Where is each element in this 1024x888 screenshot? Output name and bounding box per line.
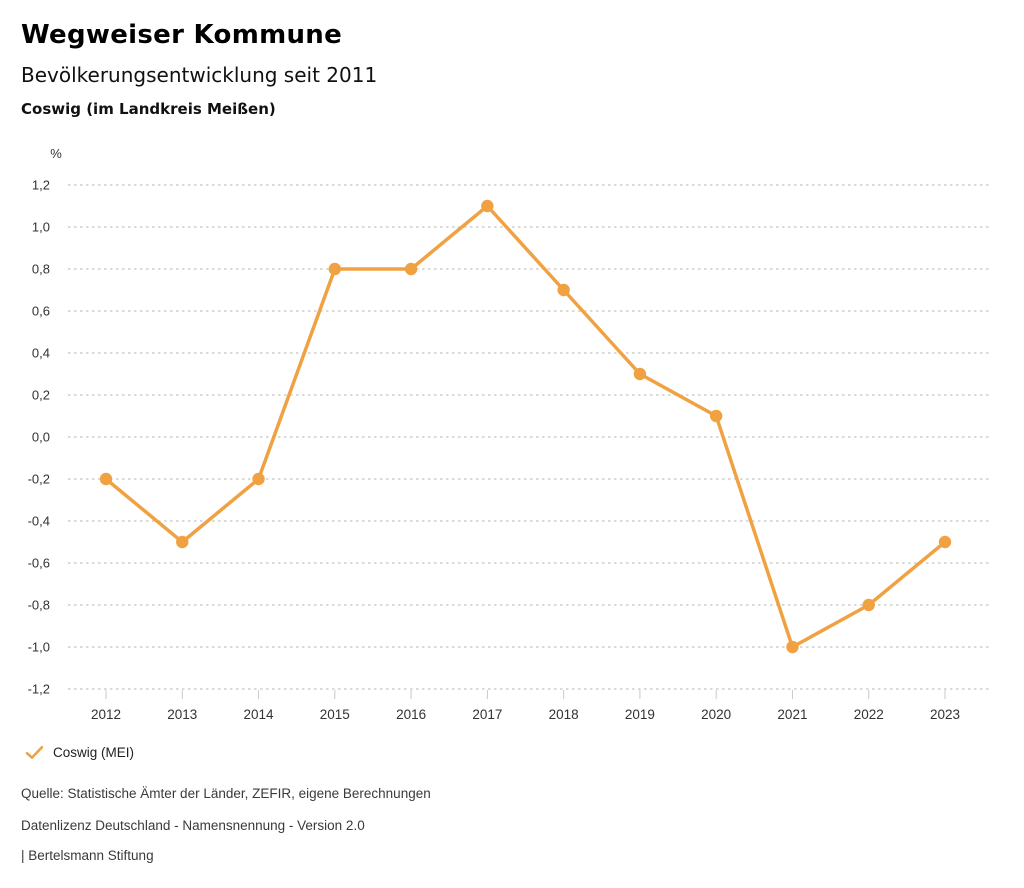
y-tick-label: 0,0 bbox=[32, 430, 50, 445]
license-text: Datenlizenz Deutschland - Namensnennung … bbox=[21, 818, 365, 833]
y-tick-label: 0,4 bbox=[32, 346, 50, 361]
y-tick-label: -0,2 bbox=[28, 472, 50, 487]
x-tick-label: 2012 bbox=[91, 707, 121, 722]
source-text: Quelle: Statistische Ämter der Länder, Z… bbox=[21, 786, 431, 801]
x-tick-label: 2013 bbox=[167, 707, 197, 722]
legend-item-coswig[interactable]: Coswig (MEI) bbox=[25, 745, 134, 760]
y-tick-label: -0,4 bbox=[28, 514, 50, 529]
data-point[interactable] bbox=[252, 472, 265, 486]
chart-header: Wegweiser Kommune Bevölkerungsentwicklun… bbox=[21, 20, 378, 118]
x-tick-label: 2014 bbox=[244, 707, 275, 722]
line-chart: % 1,2 1,0 0,8 0,6 0,4 0,2 0,0 -0,2 -0,4 -0,6 -0,8 -1… bbox=[28, 146, 990, 722]
chart-subtitle: Bevölkerungsentwicklung seit 2011 bbox=[21, 62, 378, 87]
y-axis-unit-label: % bbox=[50, 146, 62, 161]
x-tick-label: 2019 bbox=[625, 707, 655, 722]
attribution-text: | Bertelsmann Stiftung bbox=[21, 848, 154, 863]
x-tick-label: 2017 bbox=[472, 707, 502, 722]
data-point[interactable] bbox=[786, 640, 799, 654]
x-tick-label: 2022 bbox=[854, 707, 884, 722]
y-tick-label: 0,2 bbox=[32, 388, 50, 403]
x-tick-label: 2020 bbox=[701, 707, 731, 722]
series-line bbox=[104, 204, 947, 649]
data-point[interactable] bbox=[404, 262, 418, 276]
data-point[interactable] bbox=[481, 199, 494, 213]
chart-region: Coswig (im Landkreis Meißen) bbox=[21, 99, 276, 118]
x-tick-label: 2016 bbox=[396, 707, 426, 722]
checkmark-path bbox=[25, 745, 44, 759]
y-tick-label: 1,2 bbox=[32, 178, 50, 193]
data-point[interactable] bbox=[99, 472, 113, 486]
legend-label: Coswig (MEI) bbox=[53, 745, 135, 760]
data-point[interactable] bbox=[557, 283, 570, 297]
x-tick-label: 2023 bbox=[930, 707, 960, 722]
page-title: Wegweiser Kommune bbox=[21, 20, 343, 50]
y-tick-label: -0,8 bbox=[28, 598, 50, 613]
x-tick-label: 2018 bbox=[549, 707, 579, 722]
y-tick-label: -1,2 bbox=[28, 682, 50, 697]
y-tick-label: -0,6 bbox=[28, 556, 50, 571]
x-tick-label: 2015 bbox=[320, 707, 350, 722]
data-point[interactable] bbox=[862, 598, 875, 612]
data-point[interactable] bbox=[328, 262, 342, 276]
data-point[interactable] bbox=[938, 535, 952, 549]
y-tick-label: 1,0 bbox=[32, 220, 50, 235]
y-tick-label: 0,8 bbox=[32, 262, 50, 277]
checkmark-icon bbox=[25, 745, 44, 759]
data-point[interactable] bbox=[709, 409, 723, 423]
y-tick-label: 0,6 bbox=[32, 304, 50, 319]
data-point[interactable] bbox=[176, 535, 189, 549]
x-tick-label: 2021 bbox=[777, 707, 807, 722]
data-point[interactable] bbox=[633, 367, 647, 381]
y-tick-label: -1,0 bbox=[28, 640, 50, 655]
